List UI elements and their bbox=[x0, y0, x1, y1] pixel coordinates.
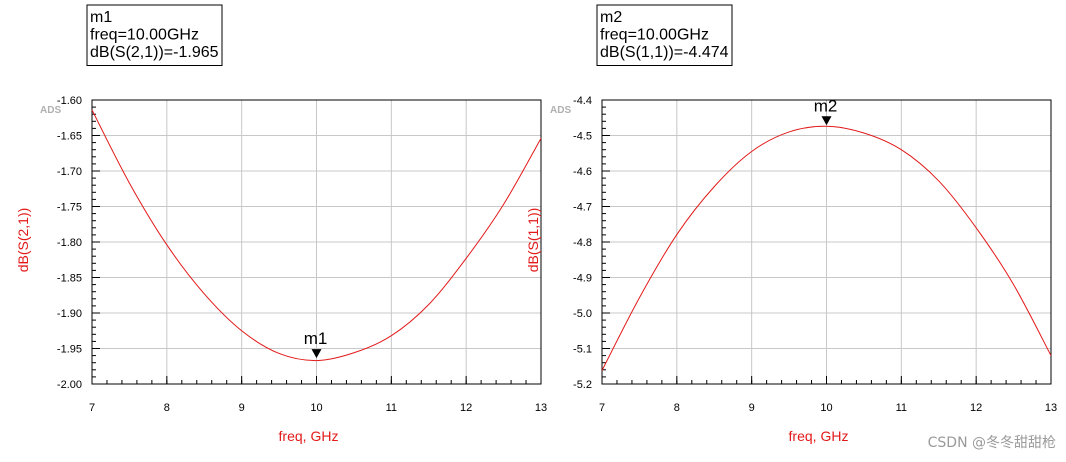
y-tick-label: -5.2 bbox=[573, 379, 592, 391]
series-line-1 bbox=[601, 125, 1052, 371]
y-tick-label: -4.7 bbox=[573, 202, 592, 214]
y-tick-label: -5.1 bbox=[573, 344, 592, 356]
ads-logo: ADS bbox=[40, 105, 61, 116]
y-tick-label: -1.95 bbox=[57, 344, 82, 356]
x-tick-label: 8 bbox=[674, 402, 680, 414]
x-tick-label: 8 bbox=[164, 402, 170, 414]
marker-triangle bbox=[311, 349, 322, 359]
y-tick-label: -1.90 bbox=[57, 308, 82, 320]
x-tick-label: 10 bbox=[310, 402, 322, 414]
marker-readout-line: m2 bbox=[600, 9, 622, 26]
x-tick-label: 9 bbox=[239, 402, 245, 414]
x-tick-label: 10 bbox=[820, 402, 832, 414]
y-tick-label: -5.0 bbox=[573, 308, 592, 320]
chart-2: 7 8 9 10 11 12 13 -4.4 -4.5 -4.6 -4.7 -4.8 -4.9 -5.0 -… bbox=[525, 4, 1057, 444]
y-tick-label: -1.65 bbox=[57, 131, 82, 143]
x-tick-label: 13 bbox=[1045, 402, 1057, 414]
marker-triangle bbox=[821, 116, 832, 126]
x-axis-label: freq, GHz bbox=[789, 428, 849, 444]
x-tick-label: 13 bbox=[535, 402, 547, 414]
marker-label: m2 bbox=[814, 96, 838, 115]
y-tick-label: -1.75 bbox=[57, 202, 82, 214]
y-tick-label: -4.8 bbox=[573, 237, 592, 249]
x-tick-label: 12 bbox=[460, 402, 472, 414]
plot-frame bbox=[91, 99, 542, 385]
series-line-1 bbox=[91, 109, 542, 362]
marker-readout-line: freq=10.00GHz bbox=[90, 27, 199, 44]
marker-label: m1 bbox=[304, 329, 328, 348]
x-tick-label: 11 bbox=[896, 402, 907, 414]
y-tick-label: -1.80 bbox=[57, 237, 82, 249]
y-tick-label: -4.6 bbox=[573, 166, 592, 178]
y-tick-label: -1.70 bbox=[57, 166, 82, 178]
y-axis-label: dB(S(1,1)) bbox=[525, 208, 541, 273]
marker-readout-line: dB(S(1,1))=-4.474 bbox=[600, 44, 729, 61]
y-tick-label: -4.5 bbox=[573, 131, 592, 143]
marker-readout-line: m1 bbox=[90, 9, 112, 26]
marker-readout-line: freq=10.00GHz bbox=[600, 27, 709, 44]
marker-readout-line: dB(S(2,1))=-1.965 bbox=[90, 44, 219, 61]
x-tick-label: 11 bbox=[386, 402, 397, 414]
watermark: CSDN @冬冬甜甜枪 bbox=[927, 435, 1056, 451]
marker-readout-box bbox=[596, 4, 733, 66]
chart-1: 7 8 9 10 11 12 13 -1.60 -1.65 -1.70 -1.75 -1.80 -1.8… bbox=[15, 4, 547, 444]
y-tick-label: -4.9 bbox=[573, 273, 592, 285]
marker-readout-box bbox=[86, 4, 223, 66]
plot-frame bbox=[601, 99, 1052, 385]
y-tick-label: -1.85 bbox=[57, 273, 82, 285]
x-tick-label: 9 bbox=[749, 402, 755, 414]
y-axis-label: dB(S(2,1)) bbox=[15, 208, 31, 273]
x-tick-label: 7 bbox=[599, 402, 605, 414]
y-tick-label: -2.00 bbox=[57, 379, 82, 391]
x-axis-label: freq, GHz bbox=[279, 428, 339, 444]
y-tick-label: -4.4 bbox=[573, 95, 592, 107]
x-tick-label: 12 bbox=[970, 402, 982, 414]
y-tick-label: -1.60 bbox=[57, 95, 82, 107]
ads-logo: ADS bbox=[550, 105, 571, 116]
x-tick-label: 7 bbox=[89, 402, 95, 414]
